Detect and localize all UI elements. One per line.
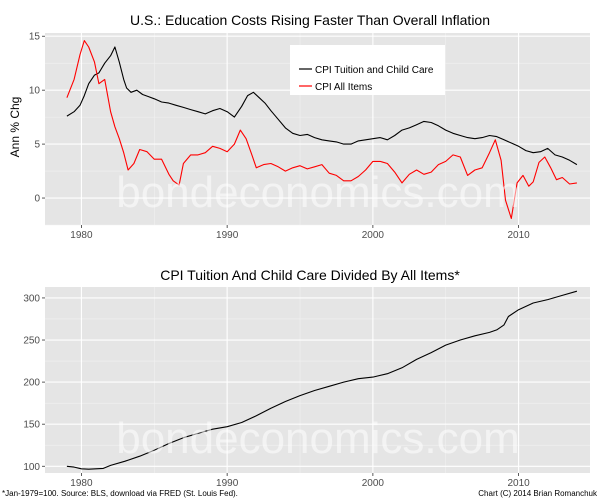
bottom-series-line-cpi-tuition-and-child-care-all-items (66, 290, 578, 470)
bottom-chart-panel (45, 287, 590, 473)
top-chart: U.S.: Education Costs Rising Faster Than… (8, 12, 590, 241)
copyright-footnote: Chart (C) 2014 Brian Romanchuk (478, 489, 598, 498)
bottom-chart-minor-gridlines (45, 287, 590, 473)
bottom-chart-series (66, 290, 578, 470)
top-chart-watermark: bondeconomics.com (116, 168, 520, 217)
top-y-tick-label: 10 (29, 86, 41, 97)
top-x-tick-label: 2000 (362, 230, 385, 241)
top-x-tick-label: 1990 (216, 230, 239, 241)
bottom-y-tick-label: 150 (23, 420, 40, 431)
bottom-y-tick-label: 250 (23, 336, 40, 347)
bottom-x-tick-label: 2010 (507, 478, 530, 489)
legend-label-tuition: CPI Tuition and Child Care (315, 65, 434, 76)
legend-label-all-items: CPI All Items (315, 82, 372, 93)
top-chart-title: U.S.: Education Costs Rising Faster Than… (130, 12, 490, 28)
top-chart-y-axis-title: Ann % Chg (8, 97, 22, 158)
source-footnote: *Jan-1979=100. Source: BLS, download via… (2, 489, 238, 498)
bottom-chart-y-ticks: 100 150 200 250 300 (23, 293, 45, 473)
top-x-tick-label: 1980 (70, 230, 93, 241)
top-y-tick-label: 5 (34, 140, 40, 151)
bottom-y-tick-label: 200 (23, 378, 40, 389)
bottom-y-tick-label: 100 (23, 462, 40, 473)
bottom-chart: CPI Tuition And Child Care Divided By Al… (23, 267, 590, 489)
bottom-chart-x-ticks: 1980 1990 2000 2010 (70, 473, 530, 489)
top-chart-minor-gridlines (45, 33, 590, 226)
bottom-y-tick-label: 300 (23, 293, 40, 304)
bottom-chart-title: CPI Tuition And Child Care Divided By Al… (160, 267, 460, 283)
bottom-chart-major-gridlines (45, 287, 590, 473)
top-x-tick-label: 2010 (507, 230, 530, 241)
top-chart-x-ticks: 1980 1990 2000 2010 (70, 225, 530, 241)
bottom-x-tick-label: 1980 (70, 478, 93, 489)
legend: CPI Tuition and Child Care CPI All Items (290, 45, 445, 95)
top-y-tick-label: 15 (29, 32, 41, 43)
top-chart-series (66, 40, 578, 220)
top-chart-y-ticks: 0 5 10 15 (29, 32, 45, 205)
bottom-x-tick-label: 1990 (216, 478, 239, 489)
bottom-chart-watermark: bondeconomics.com (116, 414, 520, 463)
top-y-tick-label: 0 (34, 194, 40, 205)
top-series-line-cpi-all-items (66, 40, 577, 220)
legend-box (290, 45, 445, 95)
bottom-x-tick-label: 2000 (362, 478, 385, 489)
top-series-line-cpi-tuition-and-child-care (66, 46, 578, 166)
